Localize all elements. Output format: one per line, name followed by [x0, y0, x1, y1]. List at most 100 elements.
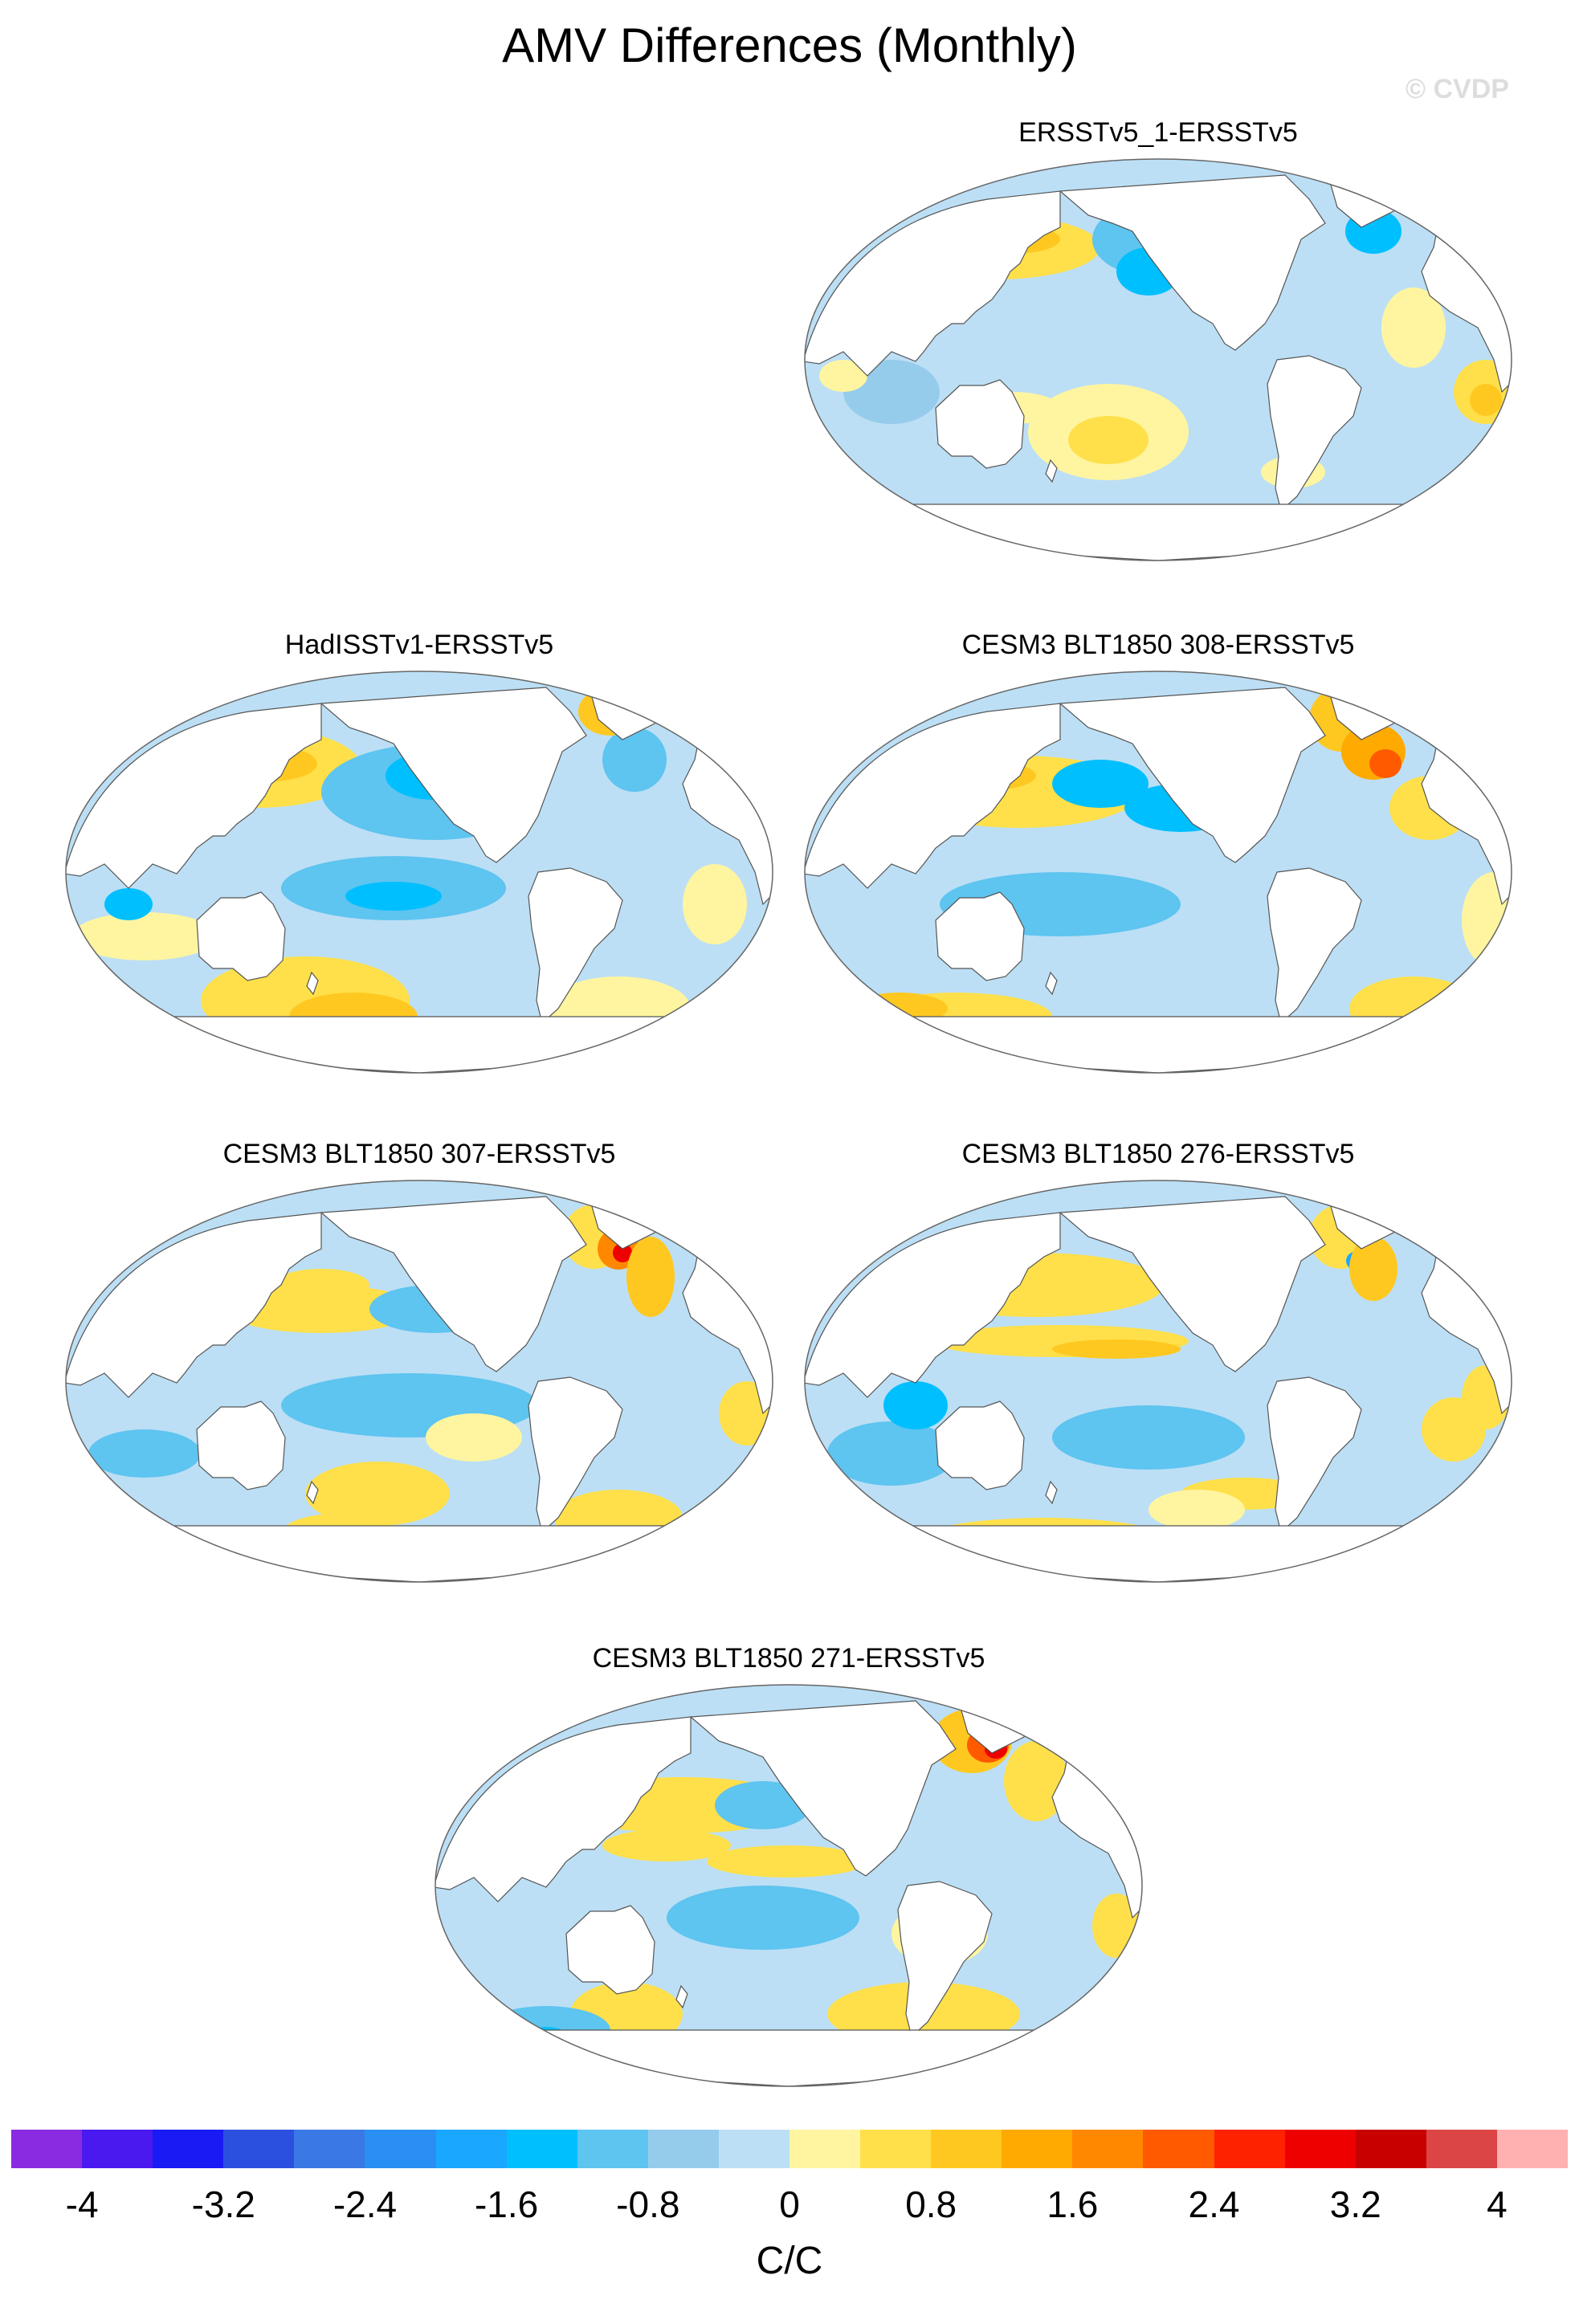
north-america-land [320, 1196, 587, 1372]
north-america-land [689, 1700, 957, 1877]
colorbar-box [718, 2130, 790, 2168]
anomaly-patch [683, 864, 747, 944]
north-america-land [1059, 687, 1326, 863]
new-zealand-land [675, 1984, 688, 2009]
colorbar-box [1214, 2130, 1286, 2168]
map-panel-ersstv5-1: ERSSTv5_1-ERSSTv5 [795, 117, 1521, 583]
colorbar-tick-label: -4 [65, 2183, 99, 2225]
map-border [65, 1180, 773, 1583]
anomaly-patch [88, 1429, 201, 1478]
south-america-land [1267, 1376, 1362, 1534]
antarctica-land [825, 1525, 1496, 1582]
anomaly-patch [819, 360, 867, 392]
asia-land [435, 1716, 692, 1902]
colorbar-tick-label: -2.4 [333, 2183, 398, 2225]
anomaly-patch [602, 1829, 731, 1861]
map-panel-hadisstv1: HadISSTv1-ERSSTv5 [56, 630, 782, 1095]
world-map [804, 158, 1512, 561]
asia-land [805, 190, 1061, 377]
map-border [804, 671, 1512, 1074]
anomaly-patch [1004, 1741, 1068, 1821]
colorbar-units-label: C/C [756, 2240, 823, 2282]
colorbar-tick-label: 0.8 [905, 2183, 957, 2225]
colorbar-box [860, 2130, 932, 2168]
panel-title: ERSSTv5_1-ERSSTv5 [1018, 117, 1298, 148]
asia-land [66, 1212, 322, 1398]
asia-land [66, 703, 322, 889]
map-panel-cesm3-271: CESM3 BLT1850 271-ERSSTv5 [426, 1643, 1152, 2109]
world-map [804, 1180, 1512, 1583]
anomaly-patch [225, 1285, 418, 1333]
colorbar-box [790, 2130, 861, 2168]
anomaly-patch [827, 1421, 956, 1486]
south-america-land [1267, 355, 1362, 512]
colorbar [11, 2130, 1569, 2168]
antarctica-land [825, 1016, 1496, 1073]
colorbar-box [1072, 2130, 1144, 2168]
anomaly-patch [613, 1243, 632, 1262]
colorbar-box [82, 2130, 153, 2168]
colorbar-box [931, 2130, 1002, 2168]
australia-land [935, 1401, 1025, 1490]
anomaly-patch [1149, 1490, 1245, 1530]
colorbar-box [1002, 2130, 1073, 2168]
colorbar-box [153, 2130, 224, 2168]
colorbar-box [577, 2130, 649, 2168]
world-map [65, 671, 773, 1074]
colorbar-tick-label: 3.2 [1329, 2183, 1381, 2225]
anomaly-patch [1068, 416, 1149, 464]
anomaly-patch [626, 1237, 675, 1317]
north-america-land [1059, 1196, 1326, 1372]
anomaly-patch [667, 1886, 859, 1950]
anomaly-patch [602, 728, 667, 792]
anomaly-patch [345, 882, 442, 911]
north-america-land [320, 687, 587, 863]
south-america-land [1267, 867, 1362, 1025]
south-america-land [897, 1881, 993, 2038]
antarctica-land [825, 504, 1496, 561]
colorbar-box [1143, 2130, 1215, 2168]
new-zealand-land [1045, 1480, 1058, 1505]
cvdp-watermark: © CVDP [1406, 74, 1509, 104]
anomaly-patch [883, 1381, 948, 1429]
antarctica-land [455, 2029, 1127, 2086]
anomaly-patch [1052, 1405, 1245, 1470]
colorbar-box [1284, 2130, 1357, 2168]
asia-land [805, 703, 1061, 889]
colorbar-box [223, 2130, 295, 2168]
panel-title: HadISSTv1-ERSSTv5 [284, 630, 554, 660]
anomaly-patch [1369, 749, 1402, 778]
anomaly-patch [1052, 1339, 1181, 1359]
north-america-land [1059, 174, 1326, 351]
australia-land [196, 1401, 286, 1490]
colorbar-tick-label: -3.2 [191, 2183, 255, 2225]
anomaly-patch [707, 1845, 867, 1878]
colorbar-box [1355, 2130, 1427, 2168]
anomaly-patch [1381, 287, 1446, 368]
map-panel-cesm3-307: CESM3 BLT1850 307-ERSSTv5 [56, 1139, 782, 1604]
world-map [435, 1684, 1143, 2087]
colorbar-tick-label: -0.8 [616, 2183, 680, 2225]
map-border [804, 1180, 1512, 1583]
map-border [435, 1684, 1143, 2087]
colorbar-tick-label: 1.6 [1047, 2183, 1099, 2225]
colorbar-box [647, 2130, 720, 2168]
new-zealand-land [1045, 971, 1058, 996]
panel-title: CESM3 BLT1850 308-ERSSTv5 [961, 630, 1355, 660]
colorbar-box [435, 2130, 508, 2168]
colorbar-tick-label: 2.4 [1188, 2183, 1240, 2225]
colorbar-box [294, 2130, 365, 2168]
new-zealand-land [306, 1480, 319, 1505]
colorbar-tick-label: 4 [1487, 2183, 1508, 2225]
anomaly-patch [1052, 760, 1149, 808]
south-america-land [528, 1376, 623, 1534]
australia-land [565, 1905, 655, 1995]
anomaly-patch [104, 888, 153, 920]
anomaly-patch [1349, 1237, 1397, 1301]
colorbar-box [11, 2130, 83, 2168]
world-map [804, 671, 1512, 1074]
anomaly-patch [426, 1413, 522, 1462]
colorbar-box [1426, 2130, 1498, 2168]
anomaly-patch [1470, 384, 1502, 416]
map-border [804, 158, 1512, 561]
